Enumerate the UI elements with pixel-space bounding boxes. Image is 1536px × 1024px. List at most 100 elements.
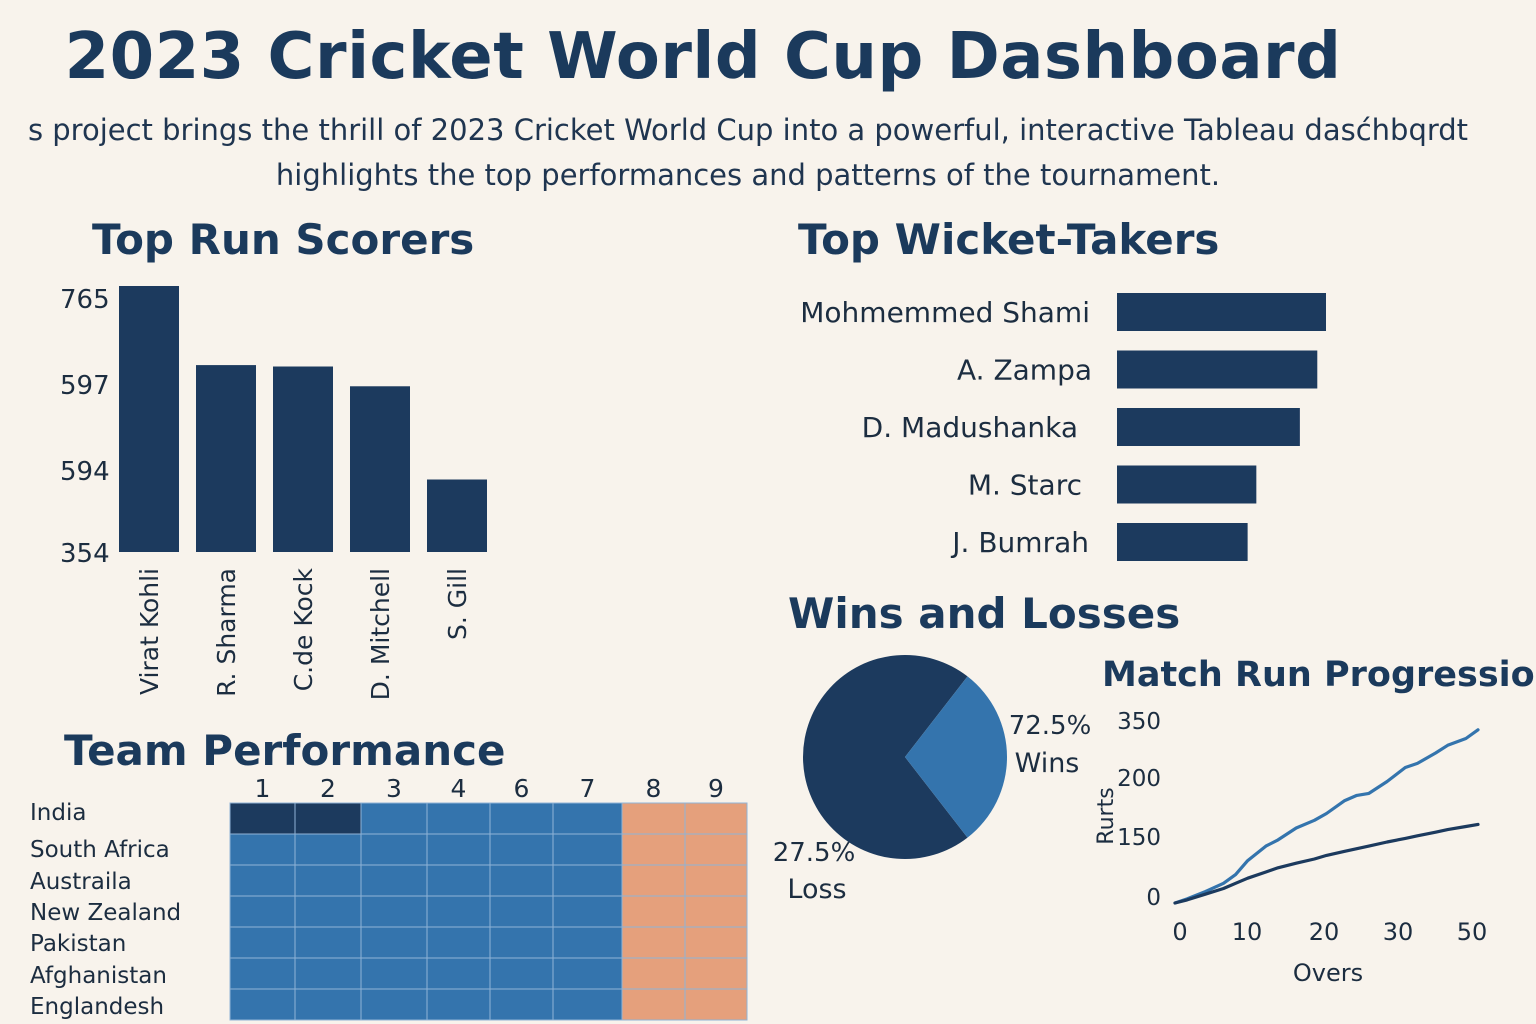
run-progression-y-axis-label: Rurts bbox=[1094, 787, 1119, 844]
team-label-afghanistan: Afghanistan bbox=[30, 963, 167, 989]
heatmap-column-label: 6 bbox=[514, 774, 530, 803]
run-progression-line-1 bbox=[1173, 728, 1480, 905]
heatmap-column-label: 2 bbox=[320, 774, 336, 803]
pie-wins-percent: 72.5% bbox=[1009, 711, 1092, 741]
run-progression-x-tick: 10 bbox=[1232, 918, 1263, 946]
run-progression-x-tick: 0 bbox=[1172, 918, 1187, 946]
heatmap-cell-new-zealand-6 bbox=[489, 895, 554, 928]
heatmap-cell-new-zealand-8 bbox=[621, 895, 686, 928]
heatmap-cell-south-africa-3 bbox=[360, 833, 428, 866]
run-category-label-d-mitchell: D. Mitchell bbox=[366, 568, 395, 700]
heatmap-cell-new-zealand-3 bbox=[360, 895, 428, 928]
heatmap-cell-afghanistan-1 bbox=[229, 957, 296, 990]
wicket-label-mohmemmed-shami: Mohmemmed Shami bbox=[800, 296, 1090, 329]
run-bar-c-de-kock bbox=[273, 366, 333, 552]
pie-slice-wins bbox=[905, 676, 1007, 838]
heatmap-cell-pakistan-8 bbox=[621, 926, 686, 959]
heatmap-cell-new-zealand-7 bbox=[552, 895, 623, 928]
pie-wins-label: Wins bbox=[1015, 748, 1080, 779]
heatmap-column-label: 1 bbox=[255, 774, 271, 803]
wicket-label-a-zampa: A. Zampa bbox=[957, 354, 1092, 387]
run-y-tick-label: 597 bbox=[60, 371, 110, 401]
heatmap-column-label: 8 bbox=[646, 774, 662, 803]
heatmap-cell-south-africa-1 bbox=[229, 833, 296, 866]
heatmap-cell-india-6 bbox=[489, 802, 554, 835]
wins-losses-pie-chart: 72.5% Wins 27.5% Loss bbox=[773, 655, 1092, 905]
wicket-bar-m-starc bbox=[1117, 465, 1257, 504]
pie-loss-percent: 27.5% bbox=[773, 838, 856, 868]
heatmap-column-label: 7 bbox=[580, 774, 596, 803]
heatmap-cell-india-8 bbox=[621, 802, 686, 835]
heatmap-cell-austraila-1 bbox=[229, 864, 296, 897]
wicket-label-j-bumrah: J. Bumrah bbox=[950, 526, 1089, 559]
team-performance-heatmap: 1 2 3 4 6 7 8 9 bbox=[229, 774, 748, 1021]
team-label-new-zealand: New Zealand bbox=[30, 900, 182, 926]
run-category-label-r-sharma: R. Sharma bbox=[212, 568, 241, 697]
run-y-tick-label: 765 bbox=[60, 285, 110, 315]
run-scorers-chart: Virat Kohli R. Sharma C.de Kock D. Mitchell… bbox=[60, 285, 487, 700]
wicket-bar-a-zampa bbox=[1117, 350, 1318, 389]
run-y-tick-label: 354 bbox=[60, 539, 110, 569]
run-progression-x-tick: 50 bbox=[1457, 918, 1488, 946]
subtitle-line-2: highlights the top performances and patt… bbox=[275, 158, 1221, 192]
run-category-label-s-gill: S. Gill bbox=[443, 568, 472, 640]
heatmap-cell-new-zealand-4 bbox=[426, 895, 491, 928]
heatmap-cell-south-africa-2 bbox=[294, 833, 362, 866]
heatmap-column-label: 3 bbox=[386, 774, 402, 803]
wicket-label-m-starc: M. Starc bbox=[968, 469, 1082, 502]
heatmap-cell-afghanistan-4 bbox=[426, 957, 491, 990]
team-label-austraila: Austraila bbox=[30, 869, 132, 895]
run-category-label-virat-kohli: Virat Kohli bbox=[135, 568, 164, 695]
run-progression-x-tick: 20 bbox=[1309, 918, 1340, 946]
heatmap-cell-india-7 bbox=[552, 802, 623, 835]
run-bar-r-sharma bbox=[196, 365, 256, 552]
heatmap-cell-austraila-3 bbox=[360, 864, 428, 897]
heatmap-cell-india-4 bbox=[426, 802, 491, 835]
run-bar-d-mitchell bbox=[350, 386, 410, 552]
heatmap-column-label: 9 bbox=[708, 774, 724, 803]
heatmap-cell-pakistan-1 bbox=[229, 926, 296, 959]
heatmap-cell-india-3 bbox=[360, 802, 428, 835]
team-label-pakistan: Pakistan bbox=[30, 931, 127, 957]
run-category-label-c-de-kock: C.de Kock bbox=[289, 567, 318, 691]
heatmap-cell-afghanistan-8 bbox=[621, 957, 686, 990]
run-progression-line-2 bbox=[1173, 822, 1480, 905]
team-performance-title: Team Performance bbox=[64, 726, 506, 775]
heatmap-cell-south-africa-8 bbox=[621, 833, 686, 866]
wicket-takers-chart: Mohmemmed Shami A. Zampa D. Madushanka M. S… bbox=[800, 293, 1326, 561]
run-y-tick-label: 594 bbox=[60, 457, 110, 487]
heatmap-cell-south-africa-4 bbox=[426, 833, 491, 866]
heatmap-cell-south-africa-6 bbox=[489, 833, 554, 866]
run-progression-x-tick: 30 bbox=[1383, 918, 1414, 946]
run-progression-x-axis-label: Overs bbox=[1293, 959, 1363, 987]
heatmap-cell-englandesh-7 bbox=[552, 988, 623, 1021]
heatmap-cell-pakistan-4 bbox=[426, 926, 491, 959]
run-progression-y-tick: 150 bbox=[1117, 825, 1161, 851]
team-label-india: India bbox=[30, 800, 87, 826]
team-label-englandesh: Englandesh bbox=[30, 994, 165, 1020]
heatmap-cell-afghanistan-6 bbox=[489, 957, 554, 990]
pie-slice-loss bbox=[803, 655, 968, 859]
heatmap-cell-pakistan-9 bbox=[684, 926, 748, 959]
heatmap-cell-india-2 bbox=[294, 802, 362, 835]
heatmap-cell-englandesh-9 bbox=[684, 988, 748, 1021]
run-bar-virat-kohli bbox=[119, 286, 179, 552]
wicket-bar-mohmemmed-shami bbox=[1117, 293, 1326, 331]
heatmap-cell-austraila-4 bbox=[426, 864, 491, 897]
wicket-bar-d-madushanka bbox=[1117, 408, 1300, 446]
wicket-bar-j-bumrah bbox=[1117, 523, 1248, 561]
run-bar-s-gill bbox=[427, 479, 487, 552]
wicket-takers-title: Top Wicket-Takers bbox=[798, 215, 1220, 264]
page-title: 2023 Cricket World Cup Dashboard bbox=[64, 20, 1342, 94]
heatmap-cell-englandesh-4 bbox=[426, 988, 491, 1021]
team-label-south-africa: South Africa bbox=[30, 837, 170, 863]
heatmap-cell-south-africa-7 bbox=[552, 833, 623, 866]
run-progression-y-tick: 0 bbox=[1146, 885, 1161, 911]
heatmap-cell-new-zealand-1 bbox=[229, 895, 296, 928]
heatmap-cell-new-zealand-9 bbox=[684, 895, 748, 928]
heatmap-cell-pakistan-3 bbox=[360, 926, 428, 959]
team-row-labels: India South Africa Austraila New Zealand… bbox=[30, 800, 230, 1024]
heatmap-cell-austraila-8 bbox=[621, 864, 686, 897]
heatmap-cell-afghanistan-9 bbox=[684, 957, 748, 990]
heatmap-cell-india-9 bbox=[684, 802, 748, 835]
